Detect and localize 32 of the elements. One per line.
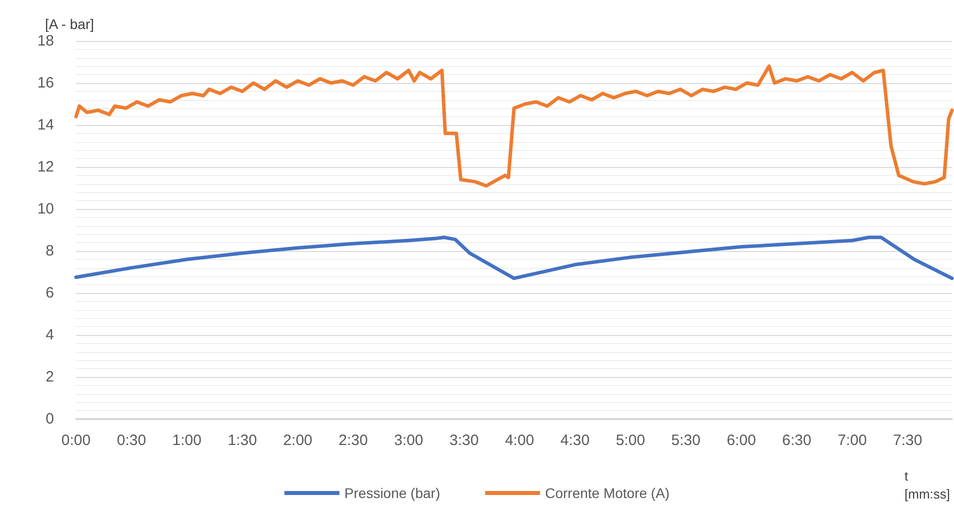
x-tick-label: 6:30 (782, 432, 812, 449)
x-tick-label: 7:00 (838, 432, 867, 449)
x-tick-label: 0:30 (116, 432, 146, 449)
legend-label: Corrente Motore (A) (545, 485, 670, 501)
x-tick-label: 4:30 (560, 432, 590, 449)
x-tick-label: 4:00 (504, 432, 534, 449)
x-tick-label: 3:00 (394, 432, 424, 449)
legend-label: Pressione (bar) (344, 485, 440, 501)
x-tick-label: 2:00 (283, 432, 312, 449)
x-tick-label: 3:30 (450, 432, 479, 449)
x-tick-label: 5:00 (616, 432, 646, 449)
line-series (74, 236, 954, 280)
y-tick-label: 10 (37, 200, 54, 218)
line-series (74, 64, 954, 188)
y-tick-label: 18 (37, 32, 54, 50)
x-tick-label: 7:30 (893, 432, 922, 449)
y-tick-label: 0 (46, 410, 54, 428)
x-axis-title: t [mm:ss] (904, 468, 950, 502)
y-tick-label: 12 (37, 158, 54, 176)
y-tick-label: 14 (37, 116, 54, 134)
x-tick-label: 5:30 (671, 432, 700, 449)
y-tick-label: 16 (37, 74, 54, 92)
x-tick-label: 0:00 (61, 432, 91, 449)
y-tick-label: 6 (46, 284, 54, 302)
x-tick-label: 1:00 (172, 432, 202, 449)
x-tick-label: 6:00 (726, 432, 756, 449)
y-tick-label: 2 (46, 368, 54, 386)
y-tick-label: 8 (46, 242, 54, 260)
x-tick-label: 2:30 (338, 432, 368, 449)
y-axis-title: [A - bar] (44, 16, 94, 32)
x-tick-label: 1:30 (228, 432, 257, 449)
y-tick-label: 4 (46, 326, 54, 344)
